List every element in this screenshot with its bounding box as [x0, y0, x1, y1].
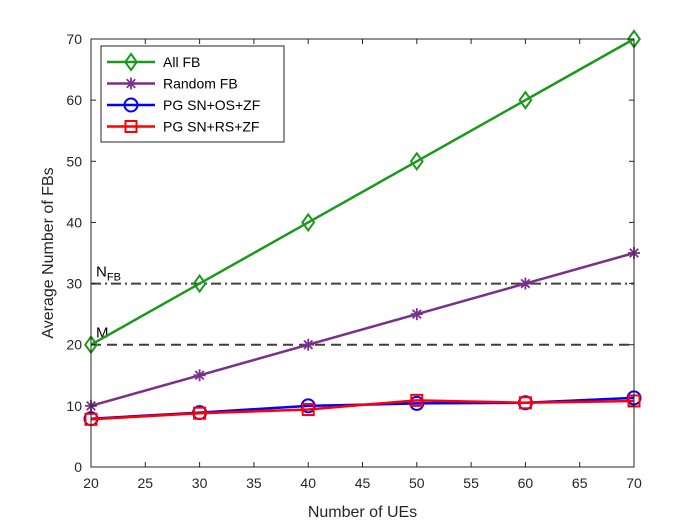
data-point [301, 212, 316, 233]
square-marker [410, 393, 424, 407]
asterisk-marker [302, 338, 315, 351]
legend-entry: All FB [107, 52, 200, 72]
y-tick-label: 40 [66, 214, 82, 230]
circle-marker [123, 97, 139, 113]
data-point [409, 151, 424, 171]
x-tick-label: 30 [192, 475, 208, 491]
legend-entry: Random FB [107, 76, 238, 92]
y-tick-label: 60 [66, 92, 82, 108]
asterisk-stroke [126, 78, 136, 89]
data-point [193, 406, 207, 420]
y-tick-label: 30 [66, 276, 82, 292]
diamond-marker [124, 52, 138, 72]
data-point [193, 369, 206, 382]
legend-entry: PG SN+RS+ZF [107, 119, 259, 135]
square-marker [124, 120, 138, 133]
data-point [301, 403, 315, 417]
legend-entry: PG SN+OS+ZF [107, 97, 260, 113]
legend-label: Random FB [163, 76, 238, 92]
asterisk-stroke [303, 339, 314, 350]
asterisk-stroke [520, 278, 531, 289]
y-tick-label: 50 [66, 153, 82, 169]
asterisk-marker [519, 277, 532, 290]
reference-line-label-main: N [96, 264, 107, 281]
series-line [90, 399, 635, 421]
series-line [90, 37, 635, 346]
x-tick-label: 70 [626, 475, 642, 491]
data-point [410, 393, 424, 407]
y-tick-label: 70 [66, 31, 82, 47]
diamond-marker [518, 90, 533, 110]
diamond-marker [409, 151, 424, 171]
x-tick-label: 50 [409, 475, 425, 491]
asterisk-stroke [411, 309, 422, 320]
data-point [192, 273, 207, 294]
x-tick-label: 35 [246, 475, 262, 491]
data-point [302, 338, 315, 351]
square-marker [301, 403, 315, 417]
y-tick-label: 0 [74, 459, 82, 475]
square-marker [193, 406, 207, 420]
legend-label: All FB [163, 54, 200, 70]
series-line [90, 251, 635, 408]
asterisk-marker [125, 77, 137, 90]
data-point [518, 90, 533, 110]
x-tick-label: 55 [463, 475, 479, 491]
asterisk-stroke [194, 370, 205, 381]
x-tick-label: 65 [572, 475, 588, 491]
reference-line-label-sub: FB [107, 272, 121, 284]
x-tick-label: 20 [83, 475, 99, 491]
x-tick-label: 25 [138, 475, 154, 491]
reference-line-label: NFB [96, 264, 121, 284]
y-axis-ticks: 0 10 20 30 40 50 60 70 [66, 31, 634, 475]
asterisk-marker [410, 308, 423, 321]
asterisk-marker [193, 369, 206, 382]
x-tick-label: 45 [355, 475, 371, 491]
y-axis-label: Average Number of FBs [40, 167, 57, 338]
x-tick-label: 40 [300, 475, 316, 491]
x-axis-label: Number of UEs [308, 504, 417, 521]
data-point [410, 308, 423, 321]
x-axis-ticks: 20 25 30 35 40 45 50 55 60 65 70 [83, 39, 642, 491]
series-pg-sn-rs-zf [84, 393, 641, 426]
data-point [519, 277, 532, 290]
data-point [518, 396, 532, 410]
diamond-marker [192, 273, 207, 294]
diamond-marker [301, 212, 316, 233]
y-tick-label: 10 [66, 398, 82, 414]
x-tick-label: 60 [518, 475, 534, 491]
legend: All FB Random FB PG SN+OS+ZF PG SN+RS+ZF [100, 45, 285, 143]
square-marker [518, 396, 532, 410]
series-layer [83, 29, 642, 427]
y-tick-label: 20 [66, 337, 82, 353]
legend-label: PG SN+OS+ZF [163, 97, 260, 113]
legend-label: PG SN+RS+ZF [163, 119, 259, 135]
